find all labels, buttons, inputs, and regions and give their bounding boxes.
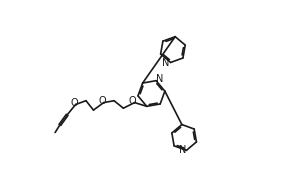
Text: N: N — [156, 74, 163, 84]
Text: N: N — [162, 58, 170, 68]
Text: O: O — [128, 96, 136, 106]
Text: O: O — [98, 96, 106, 106]
Text: N: N — [179, 145, 186, 155]
Text: O: O — [70, 98, 78, 108]
